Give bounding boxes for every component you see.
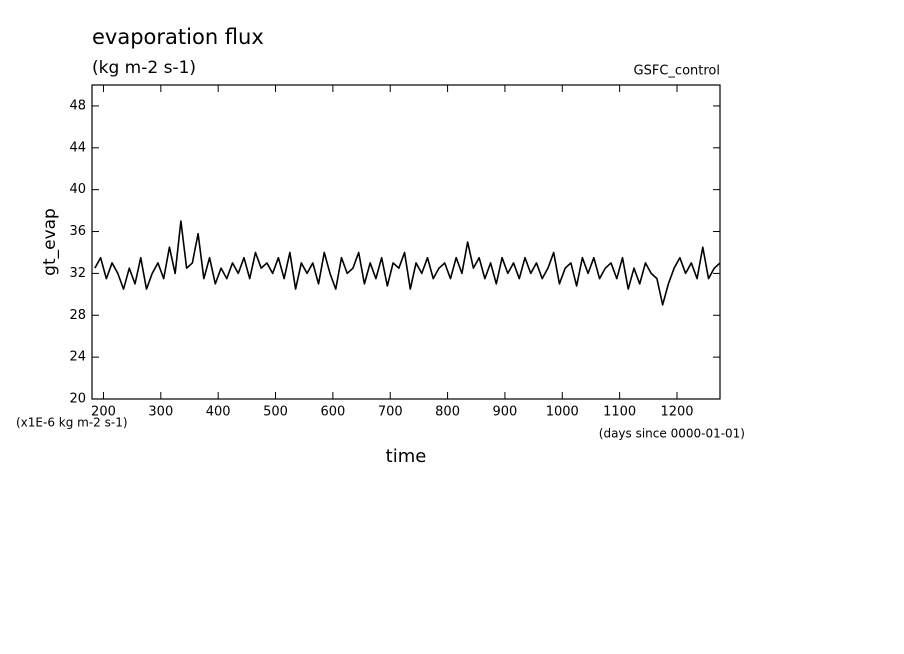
- y-tick-label: 44: [69, 140, 86, 155]
- x-axis-label: time: [386, 446, 427, 467]
- annotation: GSFC_control: [634, 64, 720, 79]
- data-line: [94, 220, 721, 306]
- chart-subtitle: (kg m-2 s-1): [92, 58, 196, 78]
- y-unit-note: (x1E-6 kg m-2 s-1): [16, 416, 128, 430]
- x-tick-label: 200: [91, 405, 116, 420]
- x-tick-label: 700: [378, 405, 403, 420]
- x-tick-label: 1000: [546, 405, 579, 420]
- y-tick-label: 36: [69, 224, 86, 239]
- x-unit-note: (days since 0000-01-01): [599, 427, 745, 441]
- y-tick-label: 24: [69, 350, 86, 365]
- y-tick-label: 32: [69, 266, 86, 281]
- x-tick-label: 1100: [603, 405, 636, 420]
- x-tick-label: 900: [493, 405, 518, 420]
- y-axis-label: gt_evap: [40, 208, 60, 276]
- plot-frame: [91, 84, 721, 400]
- x-tick-label: 600: [320, 405, 345, 420]
- y-tick-label: 20: [69, 392, 86, 407]
- y-tick-label: 28: [69, 308, 86, 323]
- chart-title: evaporation flux: [92, 25, 264, 49]
- x-tick-label: 1200: [660, 405, 693, 420]
- x-tick-label: 400: [206, 405, 231, 420]
- x-tick-label: 300: [148, 405, 173, 420]
- x-tick-label: 800: [435, 405, 460, 420]
- y-tick-label: 40: [69, 182, 86, 197]
- y-tick-label: 48: [69, 98, 86, 113]
- x-tick-label: 500: [263, 405, 288, 420]
